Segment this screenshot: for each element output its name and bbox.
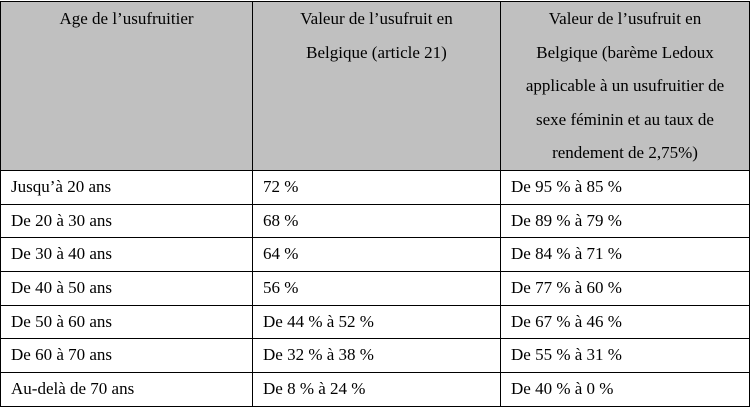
table-cell: Jusqu’à 20 ans xyxy=(0,170,253,205)
table-cell: De 60 à 70 ans xyxy=(0,338,253,374)
table-row: De 20 à 30 ans 68 % De 89 % à 79 % xyxy=(0,203,750,239)
table-cell: De 44 % à 52 % xyxy=(252,304,501,340)
header-cell: Valeur de l’usufruit en Belgique (article… xyxy=(252,1,501,171)
table-cell: De 40 à 50 ans xyxy=(0,271,253,306)
table-cell: 64 % xyxy=(252,237,501,273)
table-cell: De 84 % à 71 % xyxy=(500,237,750,273)
header-line: rendement de 2,75%) xyxy=(552,143,698,162)
table-cell: De 77 % à 60 % xyxy=(500,271,750,306)
table-cell: De 50 à 60 ans xyxy=(0,304,253,340)
header-line: Valeur de l’usufruit en xyxy=(300,9,453,28)
table-cell: De 89 % à 79 % xyxy=(500,203,750,239)
header-line: sexe féminin et au taux de xyxy=(536,109,714,129)
header-line: Belgique (barème Ledoux xyxy=(536,42,714,62)
table-cell: De 20 à 30 ans xyxy=(0,203,253,239)
table-row: Jusqu’à 20 ans 72 % De 95 % à 85 % xyxy=(0,170,750,205)
table-cell: De 67 % à 46 % xyxy=(500,304,750,340)
table-cell: De 32 % à 38 % xyxy=(252,338,501,374)
header-line: applicable à un usufruitier de xyxy=(525,76,725,95)
header-row: Age de l’usufruitier Valeur de l’usufruit… xyxy=(0,1,750,171)
table-row: De 50 à 60 ans De 44 % à 52 % De 67 % à 46… xyxy=(0,304,750,340)
table-row: De 30 à 40 ans 64 % De 84 % à 71 % xyxy=(0,237,750,273)
table-cell: De 55 % à 31 % xyxy=(500,338,750,374)
header-cell: Age de l’usufruitier xyxy=(0,1,253,171)
header-line: Age de l’usufruitier xyxy=(59,9,194,28)
header-line: Valeur de l’usufruit en xyxy=(548,9,702,28)
table-body: Jusqu’à 20 ans 72 % De 95 % à 85 % De 20 à … xyxy=(0,170,750,407)
table-cell: 56 % xyxy=(252,271,501,306)
table-cell: 72 % xyxy=(252,170,501,205)
table-row: De 60 à 70 ans De 32 % à 38 % De 55 % à 31… xyxy=(0,338,750,374)
table-cell: De 30 à 40 ans xyxy=(0,237,253,273)
table-cell: De 8 % à 24 % xyxy=(252,372,501,407)
table-cell: 68 % xyxy=(252,203,501,239)
table-cell: De 95 % à 85 % xyxy=(500,170,750,205)
table-row: De 40 à 50 ans 56 % De 77 % à 60 % xyxy=(0,271,750,306)
table-cell: Au-delà de 70 ans xyxy=(0,372,253,407)
table-cell: De 40 % à 0 % xyxy=(500,372,750,407)
header-line: Belgique (article 21) xyxy=(306,42,447,62)
table-row: Au-delà de 70 ans De 8 % à 24 % De 40 % à … xyxy=(0,372,750,407)
header-cell: Valeur de l’usufruit en Belgique (barème … xyxy=(500,1,750,171)
